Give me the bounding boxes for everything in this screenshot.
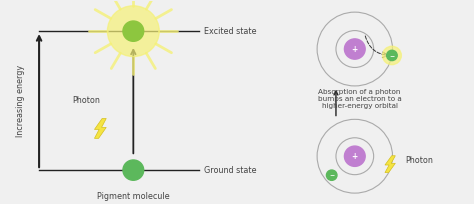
Text: Pigment molecule: Pigment molecule — [97, 192, 170, 201]
Polygon shape — [94, 119, 106, 138]
Ellipse shape — [108, 6, 159, 57]
Polygon shape — [385, 156, 395, 173]
Text: +: + — [352, 152, 358, 161]
Text: Excited state: Excited state — [204, 27, 256, 36]
Ellipse shape — [123, 160, 144, 180]
Ellipse shape — [345, 146, 365, 166]
Text: −: − — [389, 53, 394, 58]
Text: Ground state: Ground state — [204, 166, 256, 175]
Text: −: − — [329, 173, 334, 178]
Ellipse shape — [345, 39, 365, 59]
Ellipse shape — [123, 21, 144, 41]
Ellipse shape — [327, 170, 337, 180]
Ellipse shape — [387, 50, 397, 61]
Text: Photon: Photon — [406, 156, 434, 165]
Text: Increasing energy: Increasing energy — [16, 65, 25, 137]
Ellipse shape — [383, 46, 401, 65]
Text: +: + — [352, 44, 358, 53]
Text: Absorption of a photon
bumps an electron to a
higher-energy orbital: Absorption of a photon bumps an electron… — [318, 89, 401, 109]
Text: Photon: Photon — [72, 96, 100, 105]
